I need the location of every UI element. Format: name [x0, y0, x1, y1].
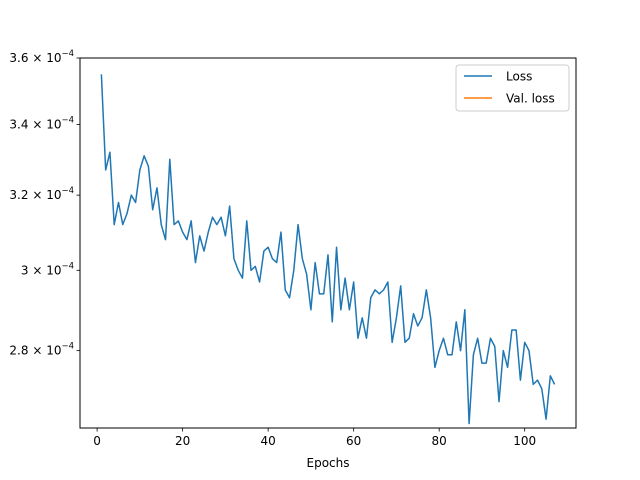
- x-tick-label: 100: [513, 434, 536, 448]
- y-tick-label: 3.4 × 10−4: [9, 116, 74, 132]
- x-tick-label: 0: [93, 434, 101, 448]
- x-tick-label: 20: [175, 434, 190, 448]
- legend-label: Val. loss: [506, 92, 555, 106]
- x-tick-label: 60: [346, 434, 361, 448]
- x-axis-label: Epochs: [307, 456, 350, 470]
- y-tick-label: 3.6 × 10−4: [9, 49, 74, 65]
- plot-area: [100, 74, 556, 425]
- legend-label: Loss: [506, 70, 532, 84]
- axes-frame: [79, 57, 577, 429]
- axis-ticks: 0 20 40 60 80 100 2.8 × 10−4 3 × 10−4 3.2 × 10−4…: [9, 49, 536, 448]
- y-tick-label: 3 × 10−4: [21, 261, 74, 277]
- y-tick-label: 2.8 × 10−4: [9, 342, 74, 358]
- y-tick-label: 3.2 × 10−4: [9, 186, 74, 202]
- x-tick-label: 80: [432, 434, 447, 448]
- legend: Loss Val. loss: [455, 64, 570, 112]
- x-tick-label: 40: [260, 434, 275, 448]
- series-line-loss: [100, 74, 556, 425]
